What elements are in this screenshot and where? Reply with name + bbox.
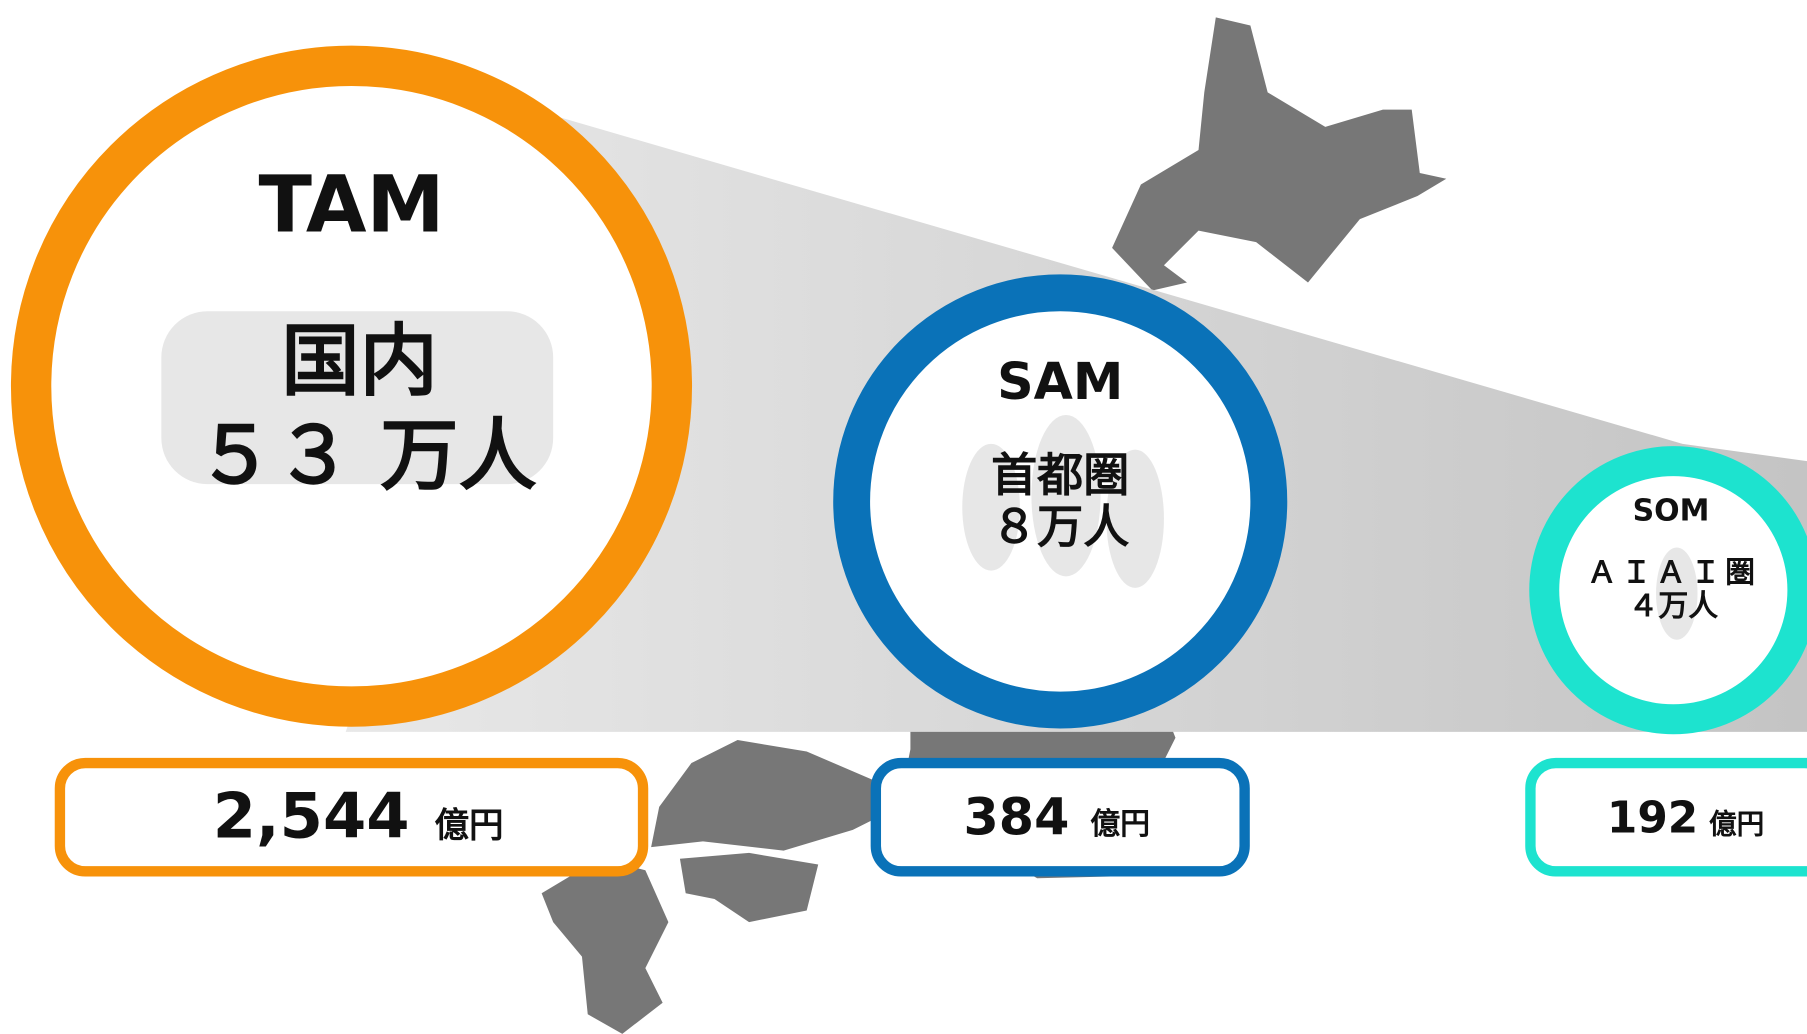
tam-box	[54, 757, 649, 877]
sam-circle	[833, 274, 1288, 729]
circle-people	[161, 311, 1698, 640]
tam-label: TAM	[258, 159, 444, 250]
sam-label: SAM	[997, 352, 1123, 411]
tam-circle	[10, 45, 693, 727]
som-market-size: 192	[1607, 793, 1698, 844]
sam-line: ８万人	[991, 500, 1129, 554]
som-circle	[1529, 446, 1807, 735]
sam-unit: 億円	[1090, 807, 1150, 842]
sam-market-size: 384	[964, 788, 1070, 847]
shikoku	[679, 852, 819, 923]
sam-box	[870, 757, 1250, 877]
tam-line: ５３ 万人	[196, 411, 537, 502]
som-label: SOM	[1633, 493, 1710, 528]
tam-market-size: 2,544	[213, 780, 410, 853]
sam-line: 首都圏	[991, 448, 1129, 502]
tam-unit: 億円	[434, 806, 503, 846]
kyushu	[541, 858, 669, 1034]
hokkaido	[1112, 17, 1447, 291]
som-box	[1525, 757, 1807, 877]
som-line: ＡＩＡＩ圏	[1587, 556, 1760, 591]
tam-line: 国内	[281, 316, 438, 407]
som-line: ４万人	[1628, 589, 1718, 624]
som-unit: 億円	[1709, 807, 1764, 840]
